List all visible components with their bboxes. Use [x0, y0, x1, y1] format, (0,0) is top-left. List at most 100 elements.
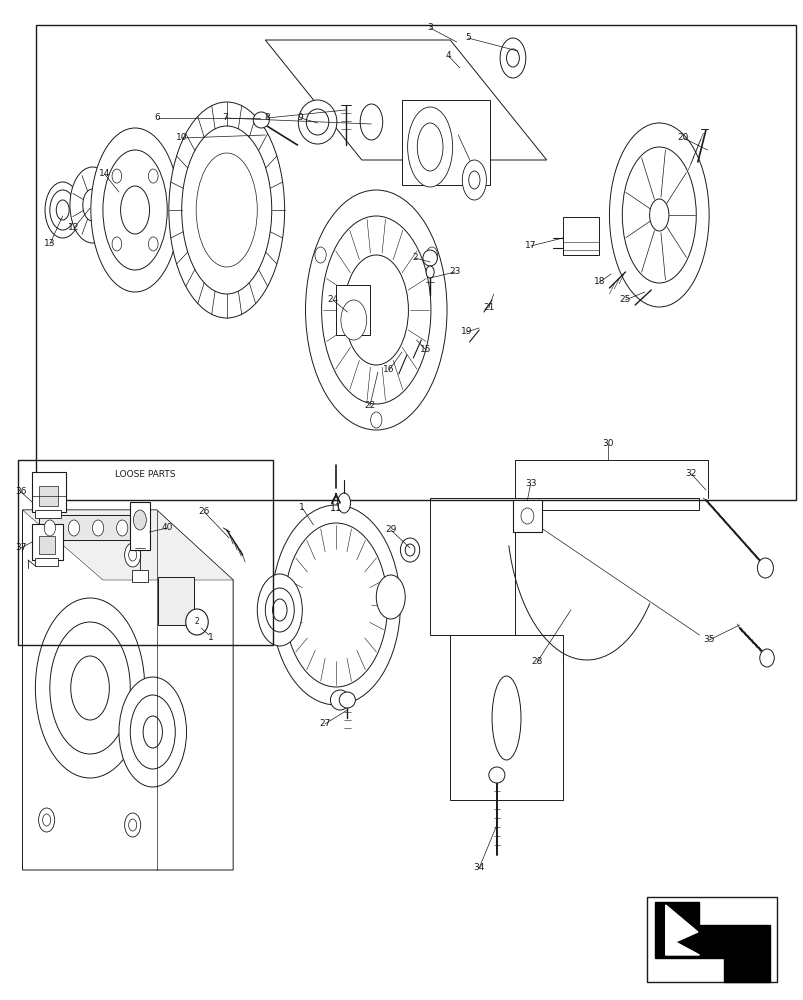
- Bar: [32, 472, 66, 512]
- Ellipse shape: [35, 598, 145, 778]
- Text: 7: 7: [222, 113, 228, 122]
- Text: 22: 22: [364, 401, 375, 410]
- Text: 30: 30: [601, 440, 613, 448]
- Bar: [39, 486, 58, 506]
- Ellipse shape: [39, 528, 55, 552]
- Ellipse shape: [169, 102, 284, 318]
- Text: 37: 37: [15, 544, 26, 552]
- Bar: [562, 217, 598, 255]
- Ellipse shape: [56, 200, 69, 220]
- Text: 15: 15: [420, 346, 431, 355]
- Ellipse shape: [68, 520, 79, 536]
- Text: 6: 6: [154, 113, 161, 122]
- Text: 29: 29: [385, 526, 396, 534]
- Ellipse shape: [43, 534, 51, 546]
- Text: 25: 25: [619, 296, 630, 304]
- Ellipse shape: [520, 508, 533, 524]
- Ellipse shape: [407, 107, 452, 187]
- Ellipse shape: [305, 190, 446, 430]
- Ellipse shape: [185, 609, 208, 635]
- Ellipse shape: [112, 237, 121, 251]
- Text: 12: 12: [68, 224, 79, 232]
- Ellipse shape: [124, 543, 141, 567]
- Ellipse shape: [130, 695, 175, 769]
- Bar: [157, 577, 194, 625]
- Ellipse shape: [116, 520, 128, 536]
- Text: 2: 2: [412, 253, 417, 262]
- Text: 5: 5: [464, 33, 471, 42]
- Bar: [512, 500, 541, 532]
- Ellipse shape: [426, 266, 434, 278]
- Text: 2: 2: [194, 617, 199, 626]
- Ellipse shape: [376, 575, 405, 619]
- Ellipse shape: [253, 112, 269, 128]
- Text: 19: 19: [460, 328, 471, 336]
- Ellipse shape: [70, 167, 115, 243]
- Ellipse shape: [149, 237, 158, 251]
- Ellipse shape: [315, 247, 326, 263]
- Bar: [336, 285, 369, 335]
- Ellipse shape: [340, 300, 366, 340]
- Bar: [18, 460, 273, 645]
- Ellipse shape: [45, 182, 80, 238]
- Ellipse shape: [103, 150, 167, 270]
- Ellipse shape: [499, 38, 525, 78]
- Ellipse shape: [284, 523, 387, 687]
- Ellipse shape: [491, 676, 520, 760]
- Text: LOOSE PARTS: LOOSE PARTS: [115, 470, 176, 479]
- Ellipse shape: [756, 558, 772, 578]
- Text: 26: 26: [198, 508, 210, 516]
- Text: 32: 32: [685, 470, 696, 479]
- Text: 11: 11: [329, 503, 342, 513]
- Text: 4: 4: [446, 51, 450, 60]
- Ellipse shape: [43, 814, 51, 826]
- Text: 1: 1: [299, 504, 305, 512]
- Bar: [646, 897, 777, 982]
- Polygon shape: [22, 510, 233, 870]
- Bar: [32, 524, 63, 560]
- Text: 10: 10: [176, 133, 187, 142]
- Ellipse shape: [181, 126, 271, 294]
- Ellipse shape: [622, 147, 695, 283]
- Ellipse shape: [468, 171, 479, 189]
- Ellipse shape: [306, 109, 328, 135]
- Ellipse shape: [339, 692, 355, 708]
- Ellipse shape: [417, 123, 442, 171]
- Polygon shape: [450, 635, 562, 800]
- Ellipse shape: [344, 255, 408, 365]
- Text: 18: 18: [593, 277, 605, 286]
- Bar: [130, 502, 149, 550]
- Bar: [35, 510, 61, 518]
- Ellipse shape: [128, 819, 137, 831]
- Ellipse shape: [400, 538, 419, 562]
- Text: 13: 13: [44, 239, 55, 248]
- Ellipse shape: [330, 690, 349, 710]
- Ellipse shape: [71, 656, 109, 720]
- Bar: [36, 25, 795, 500]
- Text: 14: 14: [99, 169, 110, 178]
- Text: 33: 33: [524, 480, 536, 488]
- Ellipse shape: [83, 189, 102, 221]
- Text: 20: 20: [677, 133, 688, 142]
- Ellipse shape: [119, 677, 186, 787]
- Polygon shape: [430, 498, 699, 635]
- Ellipse shape: [271, 505, 400, 705]
- Ellipse shape: [649, 199, 668, 231]
- Ellipse shape: [265, 588, 294, 632]
- Bar: [132, 570, 148, 582]
- Polygon shape: [22, 510, 233, 580]
- Text: 21: 21: [483, 304, 494, 312]
- Ellipse shape: [426, 247, 437, 263]
- Ellipse shape: [488, 767, 504, 783]
- Text: 35: 35: [703, 636, 714, 645]
- Text: 17: 17: [524, 241, 536, 250]
- Bar: [39, 536, 55, 554]
- Text: 23: 23: [449, 267, 460, 276]
- Ellipse shape: [44, 520, 55, 536]
- Text: 28: 28: [531, 658, 542, 666]
- Ellipse shape: [143, 716, 162, 748]
- Bar: [35, 558, 58, 566]
- Text: 40: 40: [161, 524, 173, 532]
- Polygon shape: [265, 40, 546, 160]
- Ellipse shape: [321, 216, 430, 404]
